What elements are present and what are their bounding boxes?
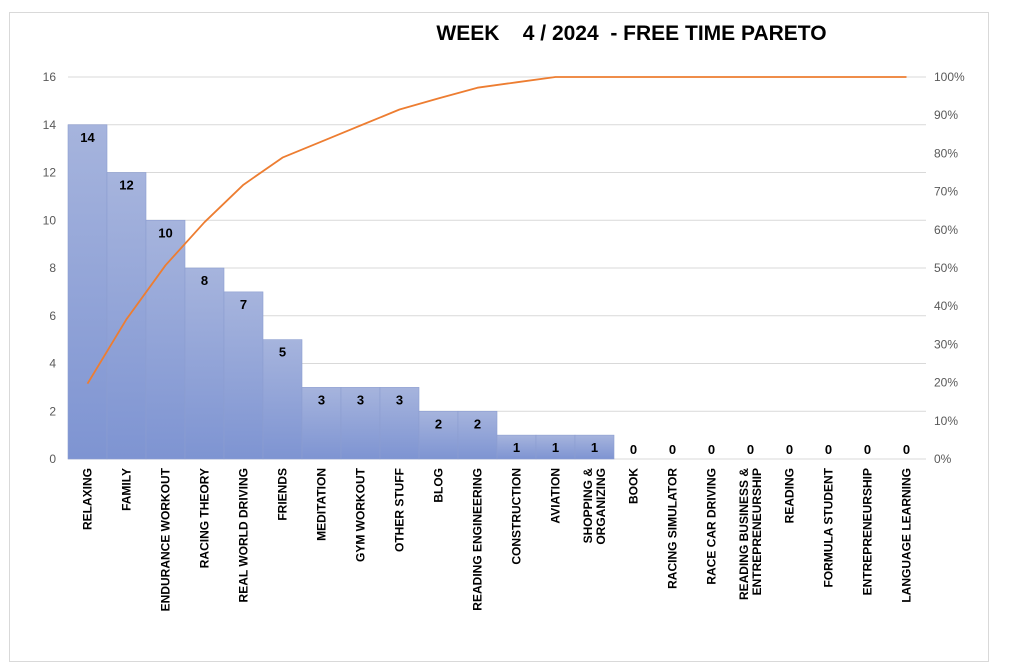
bar [457,410,498,460]
y2-tick-label: 30% [934,337,958,351]
bar [379,387,420,460]
category-label: FAMILY [120,468,134,511]
category-label: BOOK [627,468,641,504]
category-label: ENTREPRENEURSHIP [861,468,875,595]
y-tick-label: 10 [43,213,57,227]
data-label: 1 [552,440,559,455]
category-label: SHOPPING & [581,468,595,544]
category-label: READING ENGINEERING [471,468,485,611]
cumulative-line [86,76,907,385]
category-label: OTHER STUFF [393,468,407,552]
category-label: RACING SIMULATOR [666,468,680,589]
category-label: LANGUAGE LEARNING [900,468,914,603]
bar [67,124,108,460]
category-label: RELAXING [81,468,95,530]
y2-tick-label: 100% [934,70,965,84]
category-label: FORMULA STUDENT [822,467,836,587]
y-tick-label: 4 [49,357,56,371]
data-label: 12 [119,178,133,193]
bar [262,339,303,460]
bar [574,434,615,460]
category-label: AVIATION [549,468,563,524]
data-label: 3 [318,392,325,407]
data-label: 0 [630,442,637,457]
data-label: 14 [80,130,95,145]
category-label: READING BUSINESS & [737,468,751,600]
y2-tick-label: 40% [934,299,958,313]
bar [340,387,381,460]
data-label: 0 [786,442,793,457]
category-label: RACING THEORY [198,468,212,568]
category-label: REAL WORLD DRIVING [237,468,251,602]
data-label: 0 [669,442,676,457]
category-label: ENTREPRENEURSHIP [750,468,764,595]
data-label: 1 [591,440,598,455]
category-label: READING [783,468,797,523]
category-label: BLOG [432,468,446,503]
y-tick-label: 2 [49,404,56,418]
data-label: 0 [903,442,910,457]
y2-tick-label: 80% [934,146,958,160]
data-label: 5 [279,345,286,360]
data-label: 8 [201,273,208,288]
chart-title: WEEK 4 / 2024 - FREE TIME PARETO [436,22,827,45]
category-label: ENDURANCE WORKOUT [159,467,173,611]
data-label: 0 [708,442,715,457]
y2-tick-label: 20% [934,376,958,390]
bar [223,291,264,460]
y-tick-label: 12 [43,166,57,180]
category-label: FRIENDS [276,468,290,521]
category-label: RACE CAR DRIVING [705,468,719,585]
data-label: 2 [474,416,481,431]
category-label: GYM WORKOUT [354,467,368,562]
data-label: 10 [158,225,172,240]
data-label: 3 [357,392,364,407]
y-tick-label: 0 [49,452,56,466]
y-tick-label: 8 [49,261,56,275]
category-label: MEDITATION [315,468,329,541]
y-tick-label: 16 [43,70,57,84]
y2-tick-label: 90% [934,108,958,122]
category-label: CONSTRUCTION [510,468,524,565]
data-label: 0 [825,442,832,457]
data-label: 3 [396,392,403,407]
data-label: 1 [513,440,520,455]
y-tick-label: 14 [43,118,57,132]
bar [145,219,186,460]
y2-tick-label: 0% [934,452,952,466]
data-label: 2 [435,416,442,431]
bar [106,172,147,460]
category-label: ORGANIZING [594,468,608,545]
bar [418,410,459,460]
data-label: 0 [747,442,754,457]
y2-tick-label: 50% [934,261,958,275]
y-tick-label: 6 [49,309,56,323]
data-label: 7 [240,297,247,312]
bar [184,267,225,460]
y2-tick-label: 60% [934,223,958,237]
y2-tick-label: 70% [934,185,958,199]
y2-tick-label: 10% [934,414,958,428]
data-label: 0 [864,442,871,457]
